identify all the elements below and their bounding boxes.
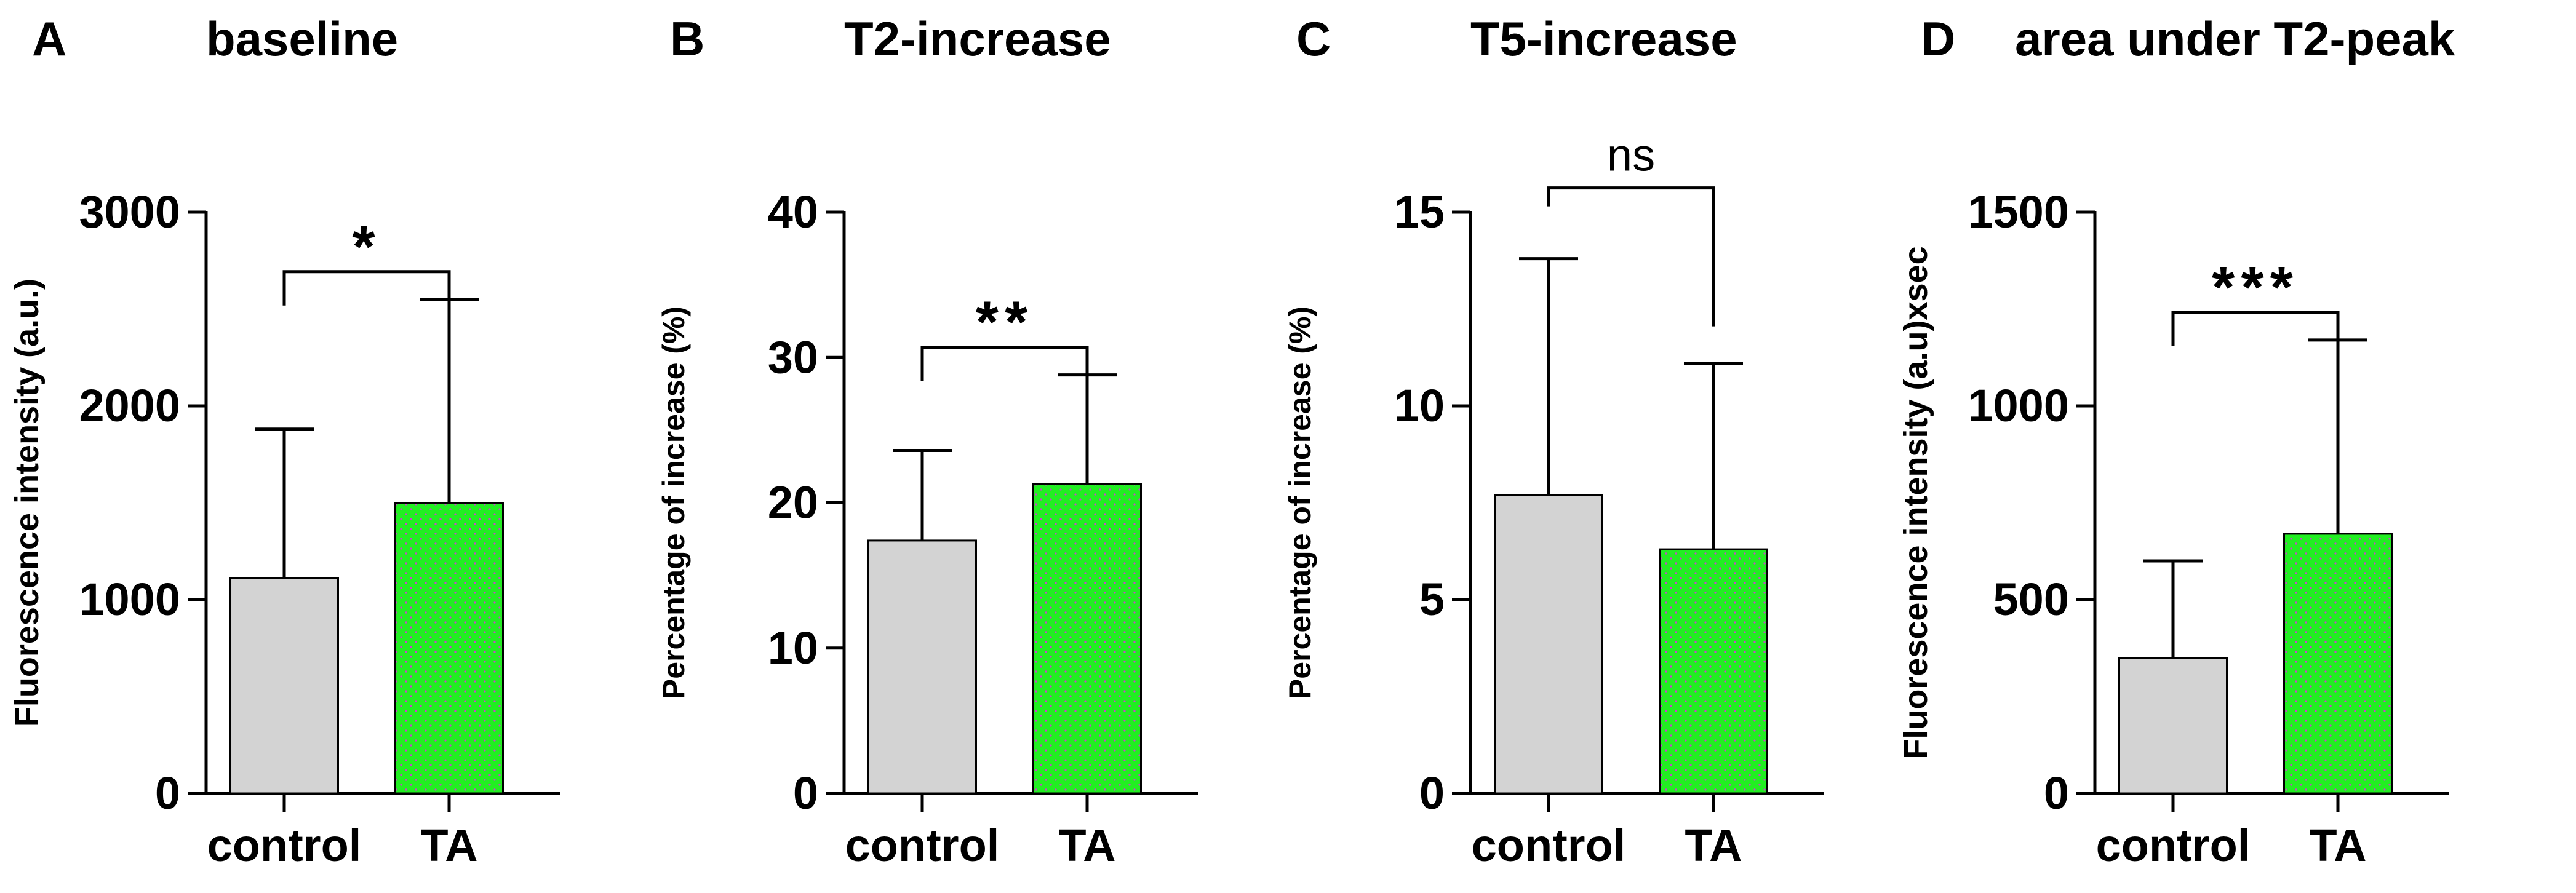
y-tick-label: 0 [2044, 768, 2069, 819]
y-tick-label: 40 [768, 186, 818, 237]
bar-control [867, 539, 977, 795]
x-tick-label-control: control [845, 820, 1000, 871]
bar-ta [1659, 548, 1768, 795]
bar-ta [1032, 483, 1142, 795]
y-tick-label: 20 [768, 477, 818, 528]
x-tick-label-ta: TA [420, 820, 477, 871]
y-tick-label: 15 [1394, 186, 1445, 237]
y-tick-label: 10 [1394, 380, 1445, 431]
significance-label: * [352, 214, 381, 280]
y-tick-label: 10 [768, 622, 818, 673]
x-tick-label-ta: TA [2309, 820, 2366, 871]
panel-c: C T5-increase Percentage of increase (%) 0 5… [1283, 12, 1824, 871]
y-axis-label: Percentage of increase (%) [1283, 306, 1317, 699]
y-tick-label: 1000 [79, 574, 180, 625]
y-axis-label: Fluorescence intensity (a.u)xsec [1897, 246, 1934, 759]
panel-title: baseline [206, 12, 398, 66]
panel-title: area under T2-peak [2015, 12, 2455, 66]
panel-title: T2-increase [844, 12, 1111, 66]
y-tick-label: 0 [155, 768, 180, 819]
y-tick-label: 1500 [1968, 186, 2069, 237]
x-tick-label-ta: TA [1058, 820, 1115, 871]
panel-letter: C [1296, 12, 1331, 66]
y-tick-label: 3000 [79, 186, 180, 237]
y-tick-label: 1000 [1968, 380, 2069, 431]
y-axis-label: Fluorescence intensity (a.u.) [9, 279, 46, 727]
significance-label: ns [1607, 130, 1655, 181]
bar-ta [2283, 533, 2393, 795]
x-tick-label-ta: TA [1685, 820, 1742, 871]
bar-control [2118, 657, 2228, 795]
significance-label: ** [976, 290, 1034, 355]
x-tick-label-control: control [207, 820, 362, 871]
significance-bracket [1547, 186, 1715, 327]
x-tick-label-control: control [1472, 820, 1626, 871]
y-axis-label: Percentage of increase (%) [656, 306, 691, 699]
panel-letter: B [670, 12, 704, 66]
x-tick-label-control: control [2096, 820, 2251, 871]
bar-ta [394, 502, 504, 795]
y-tick-label: 0 [1419, 768, 1445, 819]
panel-b: B T2-increase Percentage of increase (%) 0 1… [656, 12, 1198, 871]
panel-letter: D [1921, 12, 1955, 66]
y-tick-label: 2000 [79, 380, 180, 431]
y-tick-label: 500 [1993, 574, 2069, 625]
bar-control [1494, 494, 1603, 795]
panel-letter: A [32, 12, 66, 66]
bar-control [229, 577, 339, 795]
significance-bracket [920, 346, 1089, 381]
y-tick-label: 5 [1419, 574, 1445, 625]
y-tick-label: 0 [793, 768, 818, 819]
significance-bracket [282, 270, 451, 306]
significance-bracket [2171, 311, 2340, 346]
significance-label: *** [2212, 255, 2299, 320]
panel-title: T5-increase [1470, 12, 1737, 66]
y-tick-label: 30 [768, 331, 818, 383]
